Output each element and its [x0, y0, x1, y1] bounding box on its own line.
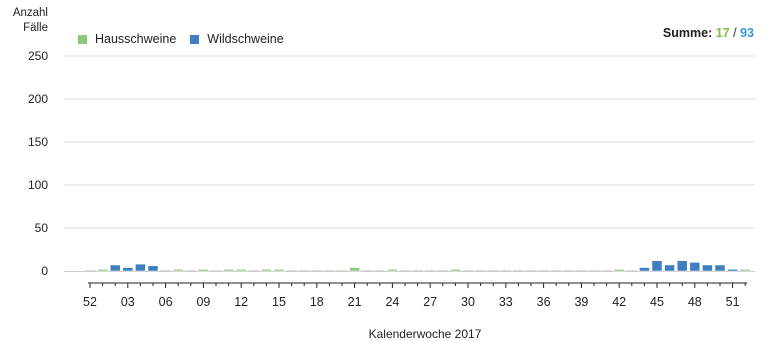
bar-empty-52: [85, 270, 95, 271]
legend: Hausschweine Wildschweine: [78, 32, 298, 46]
x-tick-label: 06: [159, 295, 173, 309]
bar-empty-30: [463, 270, 473, 271]
bar-empty-06: [160, 270, 171, 271]
summe-separator: /: [733, 26, 737, 40]
y-tick-labels: 0 50 100 150 200 250: [28, 49, 48, 278]
bar-empty-10: [211, 270, 221, 271]
bar-empty-33: [500, 270, 511, 271]
bar-hausschweine-01[interactable]: [97, 269, 108, 272]
x-axis: 52 03 06 09 12 15 18 21 24 27 30 33 36 39 42 45 48 51: [83, 282, 748, 309]
x-tick-label: 09: [196, 295, 210, 309]
bar-empty-18: [311, 270, 322, 271]
bar-wildschweine-49[interactable]: [702, 264, 713, 272]
x-tick-label: 33: [499, 295, 513, 309]
legend-label-wildschweine: Wildschweine: [207, 32, 284, 46]
x-axis-label: Kalenderwoche 2017: [369, 327, 482, 341]
legend-label-hausschweine: Hausschweine: [95, 32, 177, 46]
legend-swatch-hausschweine: [78, 34, 87, 44]
x-tick-label: 27: [423, 295, 437, 309]
y-axis-label: Anzahl Fälle: [6, 6, 48, 36]
bar-hausschweine-29[interactable]: [450, 269, 461, 272]
bar-hausschweine-14[interactable]: [261, 269, 272, 272]
x-tick-label: 51: [726, 295, 740, 309]
x-tick-label: 12: [234, 295, 248, 309]
y-axis-label-line1: Anzahl: [12, 7, 48, 19]
y-axis-label-line2: Fälle: [23, 22, 48, 34]
y-tick-label: 200: [28, 92, 48, 106]
bar-wildschweine-05[interactable]: [147, 265, 159, 272]
bar-empty-17: [299, 270, 310, 271]
bar-empty-34: [513, 270, 524, 271]
summe-label: Summe:: [662, 26, 713, 40]
x-tick-label: 03: [121, 295, 135, 309]
bar-wildschweine-50[interactable]: [714, 264, 726, 272]
bar-wildschweine-46[interactable]: [664, 264, 675, 272]
bar-empty-39: [576, 270, 587, 271]
x-tick-label: 21: [348, 295, 362, 309]
x-tick-label: 18: [310, 295, 324, 309]
bar-empty-16: [286, 270, 297, 271]
bars: [85, 260, 751, 272]
bar-empty-38: [563, 270, 574, 271]
bar-wildschweine-48[interactable]: [689, 262, 701, 272]
y-tick-label: 50: [35, 221, 49, 235]
legend-item-hausschweine[interactable]: Hausschweine: [78, 32, 176, 46]
bar-empty-28: [437, 270, 448, 271]
bar-empty-40: [589, 270, 599, 271]
gridlines: [64, 55, 755, 272]
bar-hausschweine-07[interactable]: [172, 269, 184, 272]
bar-empty-19: [324, 270, 335, 271]
bar-empty-43: [626, 270, 637, 271]
bar-wildschweine-02[interactable]: [109, 264, 121, 272]
y-tick-label: 0: [41, 264, 48, 278]
x-tick-label: 36: [537, 295, 551, 309]
bar-empty-41: [601, 270, 612, 271]
bar-wildschweine-51[interactable]: [727, 269, 738, 272]
y-tick-label: 100: [28, 178, 48, 192]
bar-empty-35: [526, 270, 536, 271]
bar-empty-25: [400, 270, 410, 271]
bar-hausschweine-09[interactable]: [198, 269, 209, 272]
y-tick-label: 250: [28, 49, 48, 63]
bar-empty-08: [185, 270, 196, 271]
bar-hausschweine-42[interactable]: [613, 269, 625, 272]
bar-empty-36: [538, 270, 549, 271]
bar-hausschweine-15[interactable]: [273, 269, 285, 272]
bar-hausschweine-52[interactable]: [739, 269, 751, 272]
bar-empty-20: [337, 270, 347, 271]
bar-wildschweine-47[interactable]: [676, 260, 688, 272]
bar-empty-37: [551, 270, 562, 271]
bar-wildschweine-44[interactable]: [639, 267, 650, 272]
x-tick-label: 24: [385, 295, 399, 309]
x-tick-label: 39: [574, 295, 588, 309]
bar-hausschweine-21[interactable]: [349, 267, 360, 272]
bar-empty-31: [475, 270, 486, 271]
summe-wild-value: 93: [740, 26, 754, 40]
x-tick-label: 15: [272, 295, 286, 309]
y-tick-label: 150: [28, 135, 48, 149]
bar-empty-27: [425, 270, 436, 271]
bar-empty-13: [248, 270, 259, 271]
bar-hausschweine-12[interactable]: [235, 269, 247, 272]
x-tick-label: 42: [612, 295, 626, 309]
bar-empty-26: [412, 270, 423, 271]
legend-item-wildschweine[interactable]: Wildschweine: [190, 32, 284, 46]
bar-wildschweine-04[interactable]: [135, 263, 146, 272]
summe-haus-value: 17: [715, 26, 730, 40]
x-tick-label: 52: [83, 295, 97, 309]
bar-wildschweine-45[interactable]: [651, 260, 663, 272]
x-tick-label: 48: [688, 295, 702, 309]
x-tick-label: 30: [461, 295, 475, 309]
bar-wildschweine-03[interactable]: [122, 267, 134, 272]
bar-hausschweine-24[interactable]: [387, 269, 398, 272]
bar-empty-22: [362, 270, 373, 271]
bar-empty-23: [374, 270, 385, 271]
x-tick-label: 45: [650, 295, 664, 309]
bar-empty-32: [488, 270, 499, 271]
bar-hausschweine-11[interactable]: [223, 269, 234, 272]
legend-swatch-wildschweine: [190, 34, 200, 44]
summe-total: Summe: 17 / 93: [663, 26, 754, 40]
